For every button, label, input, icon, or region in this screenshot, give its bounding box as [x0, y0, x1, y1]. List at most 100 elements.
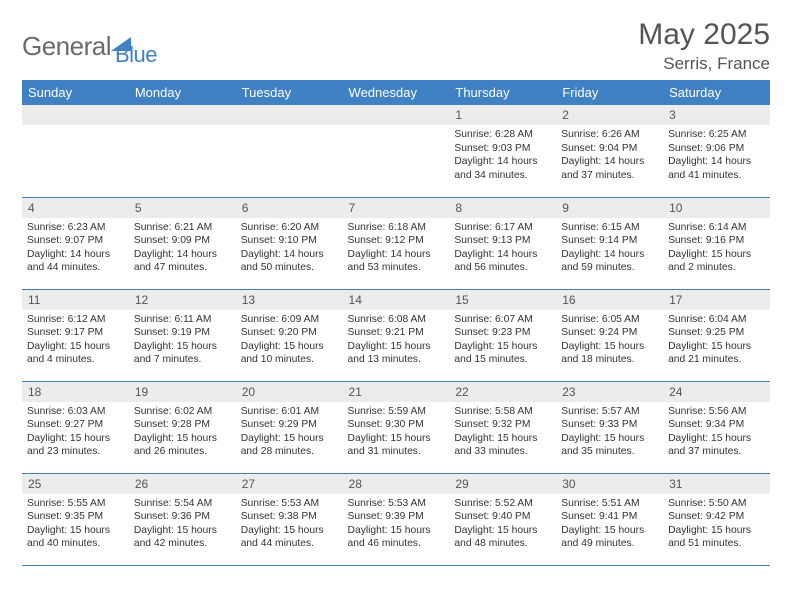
day-number: 4	[22, 198, 129, 218]
daylight-line: Daylight: 14 hours and 41 minutes.	[668, 155, 765, 182]
daylight-line: Daylight: 15 hours and 51 minutes.	[668, 524, 765, 551]
day-number: 7	[343, 198, 450, 218]
day-details: Sunrise: 6:01 AMSunset: 9:29 PMDaylight:…	[236, 402, 343, 463]
calendar-day-cell: 21Sunrise: 5:59 AMSunset: 9:30 PMDayligh…	[343, 381, 450, 473]
sunset-line: Sunset: 9:38 PM	[241, 510, 338, 524]
sunrise-line: Sunrise: 5:50 AM	[668, 497, 765, 511]
calendar-day-cell: 9Sunrise: 6:15 AMSunset: 9:14 PMDaylight…	[556, 197, 663, 289]
sunset-line: Sunset: 9:29 PM	[241, 418, 338, 432]
day-details: Sunrise: 5:58 AMSunset: 9:32 PMDaylight:…	[449, 402, 556, 463]
calendar-day-cell: 8Sunrise: 6:17 AMSunset: 9:13 PMDaylight…	[449, 197, 556, 289]
day-number: 8	[449, 198, 556, 218]
day-details: Sunrise: 6:08 AMSunset: 9:21 PMDaylight:…	[343, 310, 450, 371]
day-details: Sunrise: 6:05 AMSunset: 9:24 PMDaylight:…	[556, 310, 663, 371]
daylight-line: Daylight: 15 hours and 44 minutes.	[241, 524, 338, 551]
day-number: 15	[449, 290, 556, 310]
day-details: Sunrise: 6:07 AMSunset: 9:23 PMDaylight:…	[449, 310, 556, 371]
daylight-line: Daylight: 15 hours and 23 minutes.	[27, 432, 124, 459]
sunset-line: Sunset: 9:04 PM	[561, 142, 658, 156]
calendar-day-cell	[22, 105, 129, 197]
calendar-day-cell: 12Sunrise: 6:11 AMSunset: 9:19 PMDayligh…	[129, 289, 236, 381]
calendar-day-cell: 28Sunrise: 5:53 AMSunset: 9:39 PMDayligh…	[343, 473, 450, 565]
day-number: 19	[129, 382, 236, 402]
sunset-line: Sunset: 9:14 PM	[561, 234, 658, 248]
empty-day-header	[343, 105, 450, 125]
sunrise-line: Sunrise: 5:59 AM	[348, 405, 445, 419]
sunrise-line: Sunrise: 6:01 AM	[241, 405, 338, 419]
daylight-line: Daylight: 15 hours and 35 minutes.	[561, 432, 658, 459]
calendar-day-cell: 19Sunrise: 6:02 AMSunset: 9:28 PMDayligh…	[129, 381, 236, 473]
empty-day-header	[236, 105, 343, 125]
sunrise-line: Sunrise: 6:08 AM	[348, 313, 445, 327]
sunset-line: Sunset: 9:20 PM	[241, 326, 338, 340]
day-details: Sunrise: 6:28 AMSunset: 9:03 PMDaylight:…	[449, 125, 556, 186]
daylight-line: Daylight: 15 hours and 46 minutes.	[348, 524, 445, 551]
day-number: 21	[343, 382, 450, 402]
sunrise-line: Sunrise: 5:53 AM	[241, 497, 338, 511]
day-details: Sunrise: 5:51 AMSunset: 9:41 PMDaylight:…	[556, 494, 663, 555]
sunrise-line: Sunrise: 6:21 AM	[134, 221, 231, 235]
sunset-line: Sunset: 9:19 PM	[134, 326, 231, 340]
daylight-line: Daylight: 15 hours and 33 minutes.	[454, 432, 551, 459]
day-number: 18	[22, 382, 129, 402]
day-number: 16	[556, 290, 663, 310]
sunset-line: Sunset: 9:36 PM	[134, 510, 231, 524]
day-details: Sunrise: 6:18 AMSunset: 9:12 PMDaylight:…	[343, 218, 450, 279]
month-title: May 2025	[638, 18, 770, 52]
weekday-header: Thursday	[449, 80, 556, 105]
daylight-line: Daylight: 15 hours and 49 minutes.	[561, 524, 658, 551]
day-number: 30	[556, 474, 663, 494]
sunrise-line: Sunrise: 5:57 AM	[561, 405, 658, 419]
weekday-header: Friday	[556, 80, 663, 105]
daylight-line: Daylight: 15 hours and 21 minutes.	[668, 340, 765, 367]
day-number: 31	[663, 474, 770, 494]
calendar-day-cell: 25Sunrise: 5:55 AMSunset: 9:35 PMDayligh…	[22, 473, 129, 565]
day-number: 5	[129, 198, 236, 218]
sunset-line: Sunset: 9:09 PM	[134, 234, 231, 248]
calendar-week-row: 4Sunrise: 6:23 AMSunset: 9:07 PMDaylight…	[22, 197, 770, 289]
daylight-line: Daylight: 15 hours and 26 minutes.	[134, 432, 231, 459]
day-number: 9	[556, 198, 663, 218]
day-details: Sunrise: 6:26 AMSunset: 9:04 PMDaylight:…	[556, 125, 663, 186]
daylight-line: Daylight: 15 hours and 10 minutes.	[241, 340, 338, 367]
sunset-line: Sunset: 9:24 PM	[561, 326, 658, 340]
day-details: Sunrise: 6:11 AMSunset: 9:19 PMDaylight:…	[129, 310, 236, 371]
day-number: 25	[22, 474, 129, 494]
day-details: Sunrise: 5:55 AMSunset: 9:35 PMDaylight:…	[22, 494, 129, 555]
day-details: Sunrise: 6:21 AMSunset: 9:09 PMDaylight:…	[129, 218, 236, 279]
calendar-day-cell: 15Sunrise: 6:07 AMSunset: 9:23 PMDayligh…	[449, 289, 556, 381]
calendar-day-cell: 29Sunrise: 5:52 AMSunset: 9:40 PMDayligh…	[449, 473, 556, 565]
sunrise-line: Sunrise: 6:11 AM	[134, 313, 231, 327]
day-details: Sunrise: 6:20 AMSunset: 9:10 PMDaylight:…	[236, 218, 343, 279]
calendar-day-cell	[236, 105, 343, 197]
daylight-line: Daylight: 14 hours and 37 minutes.	[561, 155, 658, 182]
calendar-day-cell: 1Sunrise: 6:28 AMSunset: 9:03 PMDaylight…	[449, 105, 556, 197]
calendar-day-cell: 10Sunrise: 6:14 AMSunset: 9:16 PMDayligh…	[663, 197, 770, 289]
sunset-line: Sunset: 9:41 PM	[561, 510, 658, 524]
sunrise-line: Sunrise: 6:26 AM	[561, 128, 658, 142]
calendar-day-cell: 11Sunrise: 6:12 AMSunset: 9:17 PMDayligh…	[22, 289, 129, 381]
sunset-line: Sunset: 9:13 PM	[454, 234, 551, 248]
daylight-line: Daylight: 15 hours and 48 minutes.	[454, 524, 551, 551]
sunset-line: Sunset: 9:23 PM	[454, 326, 551, 340]
day-number: 27	[236, 474, 343, 494]
calendar-week-row: 25Sunrise: 5:55 AMSunset: 9:35 PMDayligh…	[22, 473, 770, 565]
sunset-line: Sunset: 9:27 PM	[27, 418, 124, 432]
daylight-line: Daylight: 14 hours and 56 minutes.	[454, 248, 551, 275]
sunset-line: Sunset: 9:40 PM	[454, 510, 551, 524]
empty-day-header	[22, 105, 129, 125]
sunrise-line: Sunrise: 5:56 AM	[668, 405, 765, 419]
calendar-day-cell: 31Sunrise: 5:50 AMSunset: 9:42 PMDayligh…	[663, 473, 770, 565]
day-details: Sunrise: 5:52 AMSunset: 9:40 PMDaylight:…	[449, 494, 556, 555]
day-number: 6	[236, 198, 343, 218]
calendar-day-cell: 20Sunrise: 6:01 AMSunset: 9:29 PMDayligh…	[236, 381, 343, 473]
calendar-day-cell	[343, 105, 450, 197]
sunset-line: Sunset: 9:33 PM	[561, 418, 658, 432]
calendar-day-cell: 17Sunrise: 6:04 AMSunset: 9:25 PMDayligh…	[663, 289, 770, 381]
day-number: 11	[22, 290, 129, 310]
daylight-line: Daylight: 14 hours and 47 minutes.	[134, 248, 231, 275]
empty-day-header	[129, 105, 236, 125]
weekday-header: Tuesday	[236, 80, 343, 105]
day-details: Sunrise: 5:54 AMSunset: 9:36 PMDaylight:…	[129, 494, 236, 555]
sunrise-line: Sunrise: 6:20 AM	[241, 221, 338, 235]
